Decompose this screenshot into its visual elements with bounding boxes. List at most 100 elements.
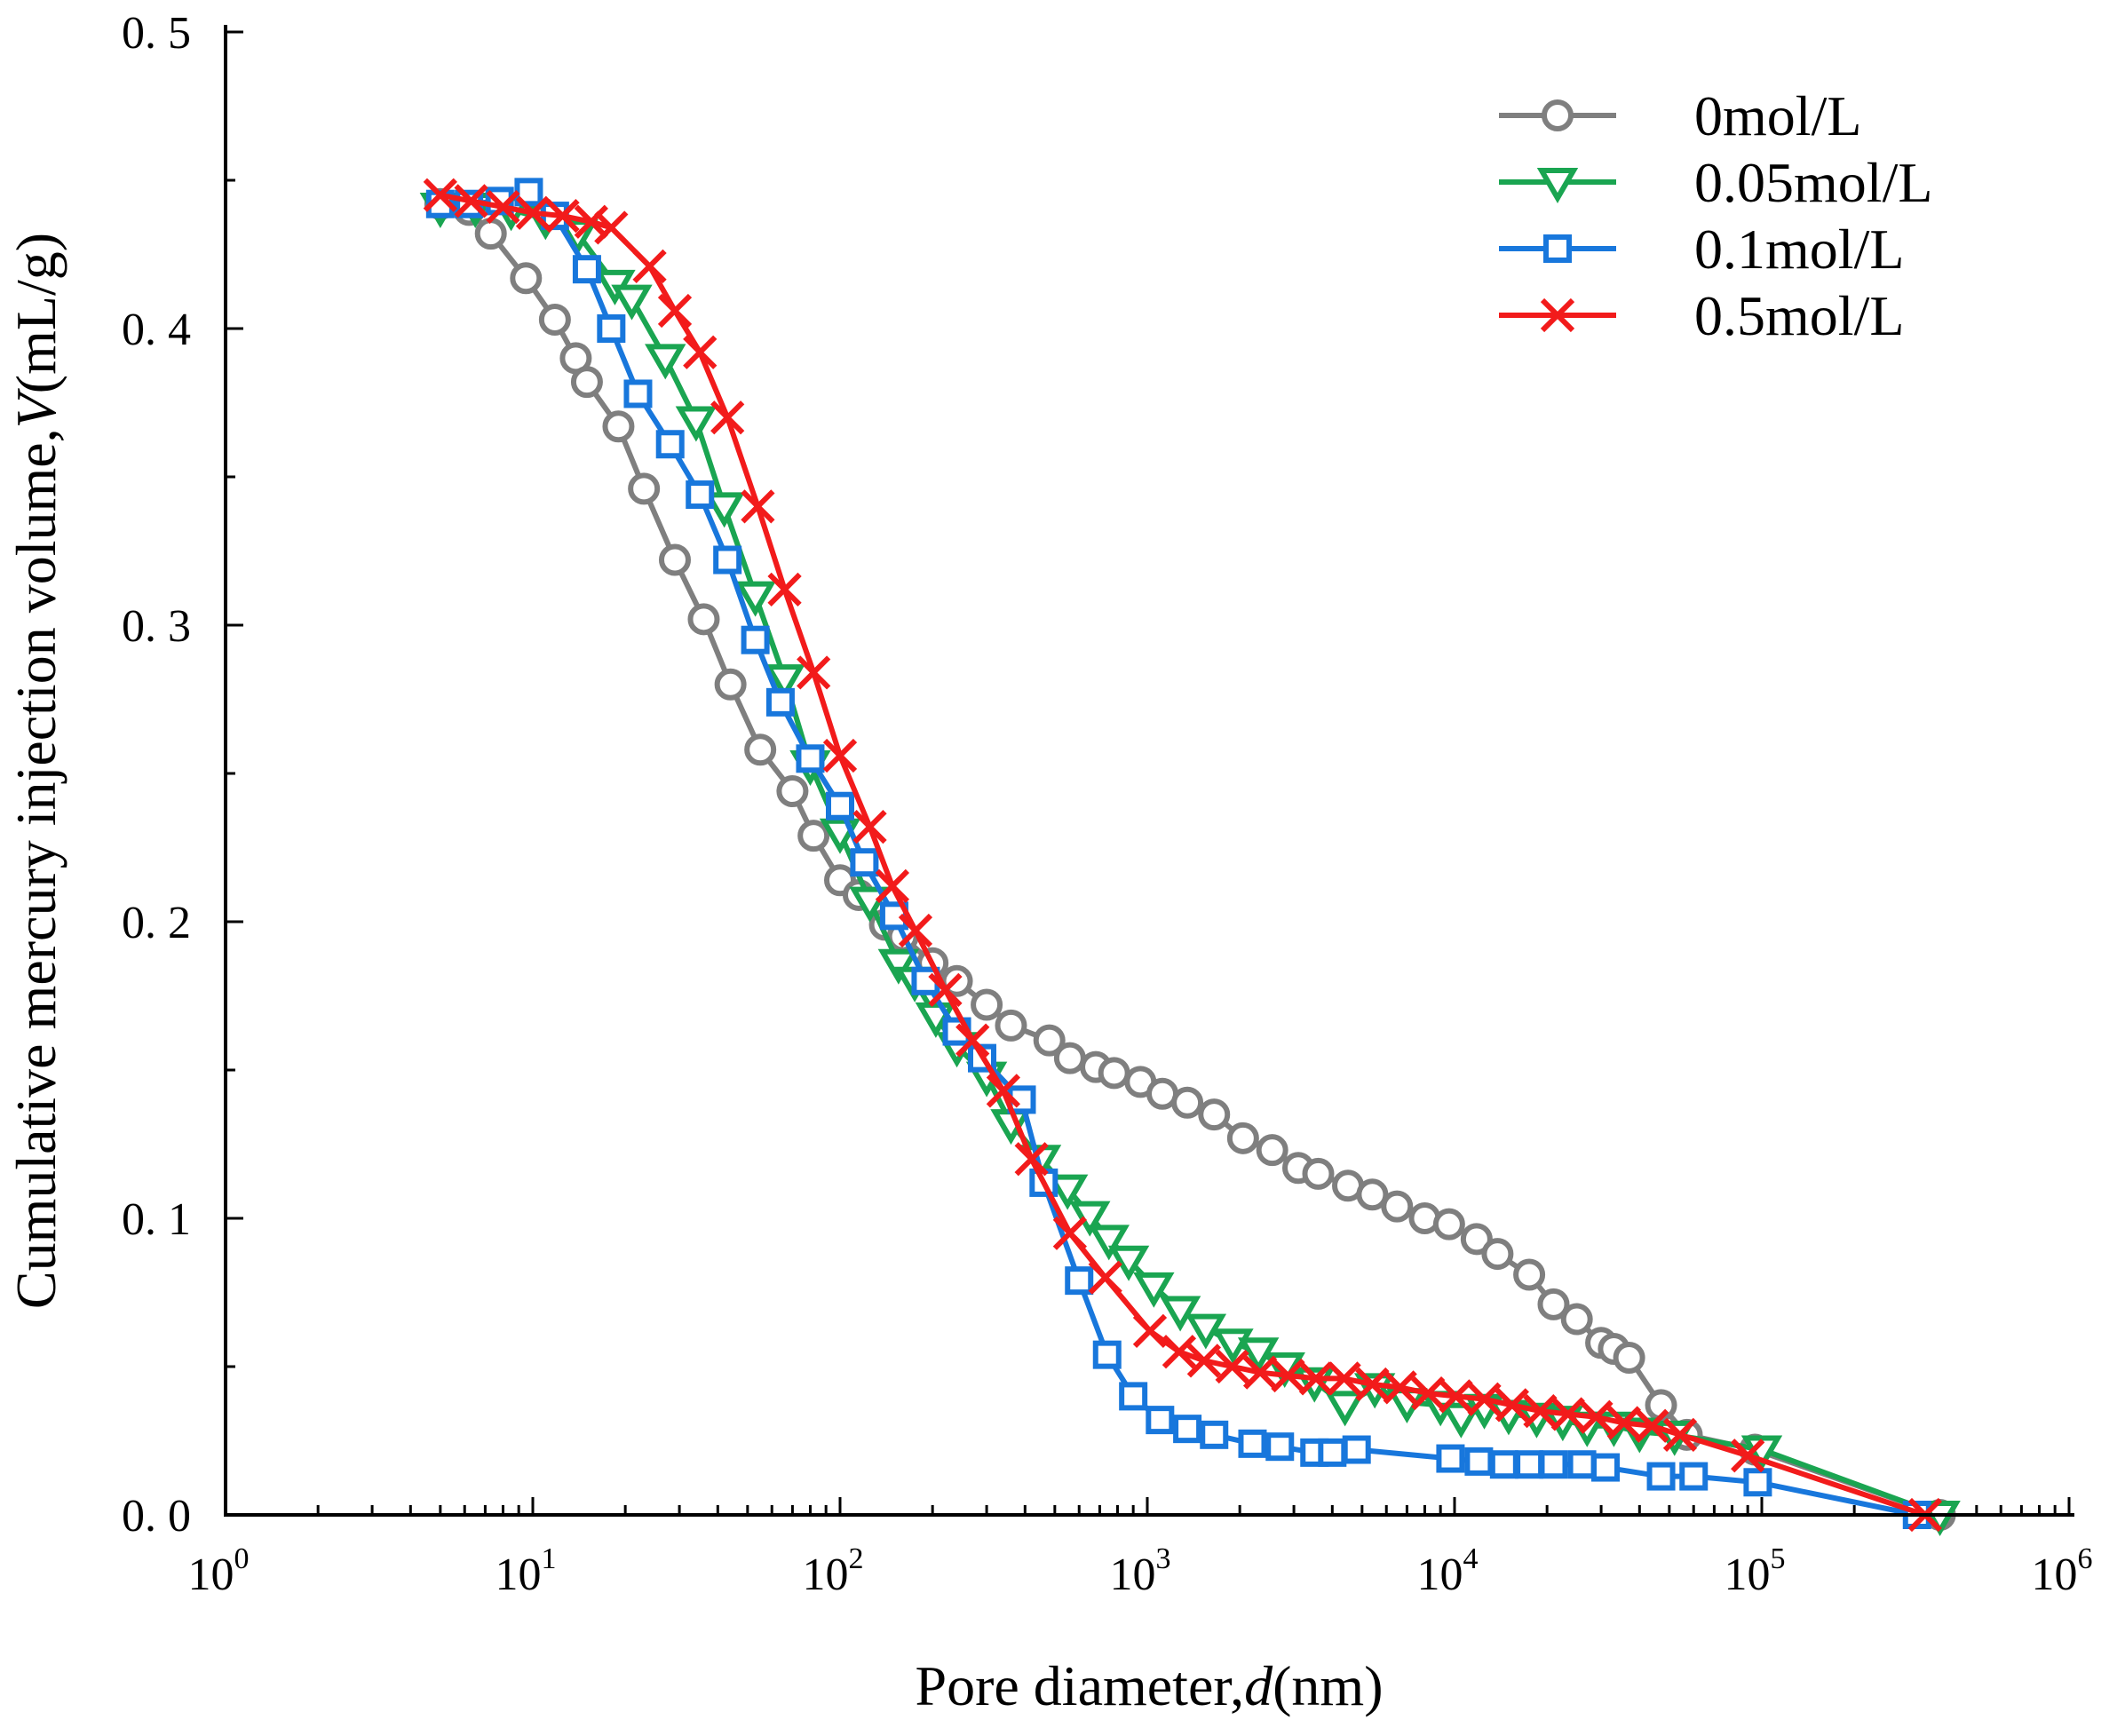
data-point xyxy=(1489,1450,1518,1479)
data-point xyxy=(645,344,686,380)
data-point xyxy=(955,1023,990,1058)
series-layer xyxy=(419,178,1961,1536)
data-point xyxy=(1098,1057,1130,1090)
data-point xyxy=(1162,1335,1197,1369)
data-point xyxy=(1053,1042,1086,1074)
data-point xyxy=(1173,1415,1202,1444)
data-point xyxy=(1464,1447,1494,1476)
data-point xyxy=(822,738,858,773)
data-point xyxy=(1646,1462,1676,1491)
data-point xyxy=(765,687,795,717)
data-point xyxy=(1411,1375,1446,1411)
data-point xyxy=(597,314,626,343)
x-tick-label: 102 xyxy=(803,1542,864,1600)
data-point xyxy=(797,820,830,852)
data-point xyxy=(1436,1444,1465,1473)
data-point xyxy=(1539,1450,1568,1479)
data-point xyxy=(1550,1397,1585,1431)
data-point xyxy=(1537,1288,1570,1320)
y-tick-labels: 0. 0 0. 1 0. 2 0. 3 0. 4 0. 5 xyxy=(122,8,191,1542)
x-tick-labels: 100 101 102 103 104 105 106 xyxy=(188,1542,2093,1600)
data-point xyxy=(1383,1370,1417,1405)
data-point xyxy=(1119,1382,1148,1411)
data-point xyxy=(741,489,775,524)
data-point xyxy=(1092,1340,1122,1369)
data-point xyxy=(510,262,543,295)
data-point xyxy=(995,1009,1027,1042)
data-point xyxy=(1238,1429,1267,1458)
data-point xyxy=(741,625,770,654)
data-point xyxy=(1007,1085,1036,1114)
data-point xyxy=(971,988,1003,1021)
data-point xyxy=(683,335,718,369)
data-point xyxy=(713,545,742,575)
data-point xyxy=(1242,1355,1278,1390)
legend-marker xyxy=(1542,99,1574,131)
data-point xyxy=(1381,1190,1414,1223)
data-point xyxy=(714,668,747,701)
y-tick-label: 0. 1 xyxy=(122,1194,191,1245)
data-point xyxy=(423,178,457,212)
data-point xyxy=(486,189,520,225)
data-point xyxy=(594,210,629,245)
legend-item: 0mol/L xyxy=(1499,84,1861,147)
data-point xyxy=(1302,1157,1335,1190)
data-point xyxy=(744,733,777,766)
data-point xyxy=(1495,1388,1530,1423)
y-tick-label: 0. 5 xyxy=(122,8,191,59)
data-point xyxy=(1265,1432,1295,1462)
x-tick-label: 100 xyxy=(188,1542,250,1600)
data-point xyxy=(1679,1462,1709,1491)
data-point xyxy=(1088,1260,1122,1295)
data-point xyxy=(655,430,685,459)
data-point xyxy=(570,366,603,399)
data-point xyxy=(632,249,667,283)
legend-item: 0.1mol/L xyxy=(1499,218,1904,281)
data-point xyxy=(623,379,653,408)
data-point xyxy=(1467,1382,1502,1416)
data-point xyxy=(1606,1406,1641,1440)
data-point xyxy=(545,198,580,234)
x-tick-label: 105 xyxy=(1725,1542,1786,1600)
data-point xyxy=(1132,1313,1168,1349)
x-tick-label: 101 xyxy=(496,1542,557,1600)
legend-label: 0mol/L xyxy=(1694,84,1861,147)
data-point xyxy=(826,791,854,820)
data-point xyxy=(1327,1361,1361,1396)
data-point xyxy=(686,480,715,510)
data-point xyxy=(1146,1406,1175,1435)
data-point xyxy=(849,886,891,923)
data-point xyxy=(928,972,963,1007)
data-point xyxy=(658,543,691,576)
data-point xyxy=(602,410,635,443)
data-point xyxy=(1052,1216,1087,1250)
data-point xyxy=(764,664,805,701)
legend-marker xyxy=(1540,297,1575,333)
data-point xyxy=(1065,1266,1094,1296)
data-point xyxy=(538,303,571,336)
data-point xyxy=(1567,1450,1597,1479)
data-point xyxy=(796,744,825,773)
data-point xyxy=(1159,1296,1201,1332)
data-point xyxy=(1523,1393,1558,1429)
data-point xyxy=(657,293,693,329)
data-point xyxy=(1046,1174,1089,1210)
legend-marker xyxy=(1536,168,1579,203)
data-point xyxy=(1271,1358,1305,1393)
data-point xyxy=(1591,1453,1621,1482)
data-point xyxy=(852,809,887,844)
x-tick-label: 103 xyxy=(1110,1542,1171,1600)
data-point xyxy=(454,184,488,218)
y-tick-label: 0. 4 xyxy=(122,305,191,355)
legend-label: 0.1mol/L xyxy=(1694,218,1904,281)
data-point xyxy=(1432,1208,1465,1241)
data-point xyxy=(1088,1225,1130,1261)
data-point xyxy=(1200,1420,1229,1449)
legend-marker xyxy=(1543,234,1572,263)
data-point xyxy=(710,400,745,435)
series-0mol/L xyxy=(424,187,1956,1531)
series-line xyxy=(440,192,1926,1518)
data-point xyxy=(1215,1349,1249,1384)
series-0.05mol/L xyxy=(419,193,1961,1536)
